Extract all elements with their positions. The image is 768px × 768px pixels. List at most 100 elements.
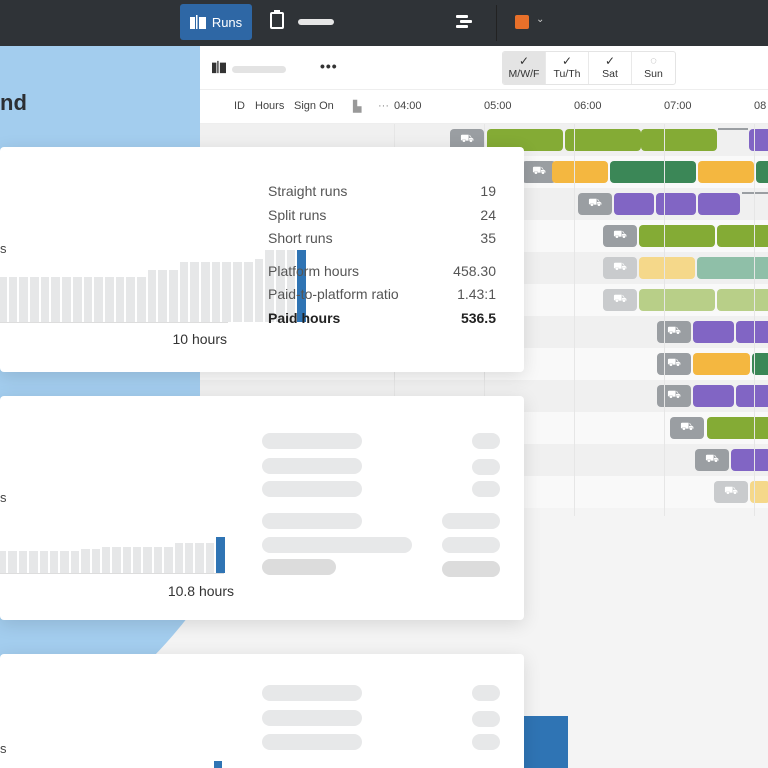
histogram-bar: [0, 551, 7, 573]
histogram-bar: [222, 262, 232, 322]
trip-block[interactable]: [693, 353, 750, 375]
trip-block[interactable]: [697, 257, 768, 279]
loading-spinner-icon: ◌: [650, 55, 657, 67]
stat-short-runs: Short runs 35: [268, 230, 496, 246]
column-header: ID Hours Sign On ▙ ··· 04:00 05:00 06:00…: [200, 90, 768, 124]
runs-label: Runs: [211, 14, 243, 30]
histogram-bar: [233, 262, 242, 322]
trip-block[interactable]: [756, 161, 768, 183]
histogram-bar: [0, 277, 7, 322]
bus-icon[interactable]: ⛟: [603, 225, 637, 247]
stat-platform-hours: Platform hours 458.30: [268, 262, 496, 279]
trip-block[interactable]: [639, 225, 715, 247]
skeleton: [472, 481, 500, 497]
label-fragment: s: [0, 490, 7, 505]
histogram-bar: [112, 547, 121, 573]
col-more[interactable]: ···: [378, 100, 389, 112]
time-tick: 08: [754, 100, 767, 112]
histogram-bar: [195, 543, 204, 573]
histogram-bar: [205, 543, 215, 573]
day-toggle-mwf[interactable]: ✓ M/W/F: [503, 52, 546, 84]
histogram-bar: [72, 277, 82, 322]
trip-block[interactable]: [736, 321, 768, 343]
histogram-bar: [83, 277, 93, 322]
skeleton: [442, 537, 500, 553]
col-sign-on[interactable]: Sign On: [294, 100, 334, 112]
trip-block[interactable]: [565, 129, 641, 151]
runs-icon: [212, 60, 226, 74]
summary-card-loading: s 10.8 hours: [0, 396, 524, 620]
bus-icon[interactable]: ⛟: [695, 449, 729, 471]
histogram-bar: [201, 262, 210, 322]
color-swatch[interactable]: [515, 15, 529, 29]
hours-histogram: [0, 250, 306, 322]
histogram-bar-highlight: [297, 250, 306, 322]
col-hours[interactable]: Hours: [255, 100, 285, 112]
divider: [496, 5, 497, 41]
bus-icon[interactable]: ⛟: [603, 289, 637, 311]
skeleton: [442, 561, 500, 577]
trip-block[interactable]: [707, 417, 768, 439]
bus-icon[interactable]: ⛟: [670, 417, 704, 439]
time-tick: 04:00: [394, 100, 422, 112]
skeleton: [442, 513, 500, 529]
trip-block[interactable]: [698, 193, 740, 215]
trip-block[interactable]: [639, 289, 715, 311]
trip-block[interactable]: [750, 481, 768, 503]
trip-block[interactable]: [641, 129, 717, 151]
trip-block[interactable]: [752, 353, 768, 375]
runs-button[interactable]: Runs: [180, 4, 252, 40]
trip-block[interactable]: [717, 289, 768, 311]
trip-block[interactable]: [749, 129, 768, 151]
histogram-bar: [286, 250, 296, 322]
histogram-bar: [49, 551, 59, 573]
trip-block[interactable]: [731, 449, 768, 471]
trip-block[interactable]: [693, 321, 734, 343]
summary-card: s 10 hours Straight runs 19 Split runs 24 …: [0, 147, 524, 372]
histogram-bar: [147, 270, 157, 322]
break-line: [718, 128, 748, 130]
histogram-bar: [190, 262, 200, 322]
bus-icon[interactable]: ⛟: [450, 129, 484, 151]
histogram-bar: [179, 262, 189, 322]
bus-icon[interactable]: ⛟: [714, 481, 748, 503]
trip-block[interactable]: [698, 161, 754, 183]
day-toggle-sat[interactable]: ✓ Sat: [589, 52, 632, 84]
skeleton: [262, 685, 362, 701]
histogram-bar: [211, 262, 221, 322]
trip-block[interactable]: [487, 129, 563, 151]
col-id[interactable]: ID: [234, 100, 245, 112]
day-toggle-tuth[interactable]: ✓ Tu/Th: [546, 52, 589, 84]
trip-block[interactable]: [693, 385, 734, 407]
skeleton: [262, 481, 362, 497]
bus-icon[interactable]: ⛟: [578, 193, 612, 215]
trip-block[interactable]: [656, 193, 696, 215]
more-button[interactable]: •••: [320, 58, 338, 74]
chevron-down-icon[interactable]: ⌄: [536, 14, 545, 25]
gantt-icon[interactable]: [456, 14, 472, 30]
trip-block[interactable]: [639, 257, 695, 279]
histogram-bar: [51, 277, 61, 322]
day-toggle-sun[interactable]: ◌ Sun: [644, 55, 663, 80]
bus-icon[interactable]: ⛟: [657, 321, 691, 343]
trip-block[interactable]: [610, 161, 696, 183]
bus-icon[interactable]: ⛟: [657, 385, 691, 407]
stat-paid-platform-ratio: Paid-to-platform ratio 1.43:1: [268, 286, 496, 302]
trip-block[interactable]: [552, 161, 608, 183]
histogram-bar: [143, 547, 152, 573]
histogram-bar: [101, 547, 111, 573]
hours-histogram: [0, 533, 225, 573]
trip-block[interactable]: [614, 193, 654, 215]
trip-block[interactable]: [717, 225, 768, 247]
trip-block[interactable]: [736, 385, 768, 407]
skeleton: [472, 711, 500, 727]
skeleton: [262, 559, 336, 575]
bus-icon[interactable]: ⛟: [603, 257, 637, 279]
check-icon: ✓: [561, 54, 573, 68]
bus-icon[interactable]: ⛟: [522, 161, 556, 183]
histogram-bar: [115, 277, 125, 322]
clipboard-icon[interactable]: [270, 10, 284, 29]
bus-icon[interactable]: ⛟: [657, 353, 691, 375]
